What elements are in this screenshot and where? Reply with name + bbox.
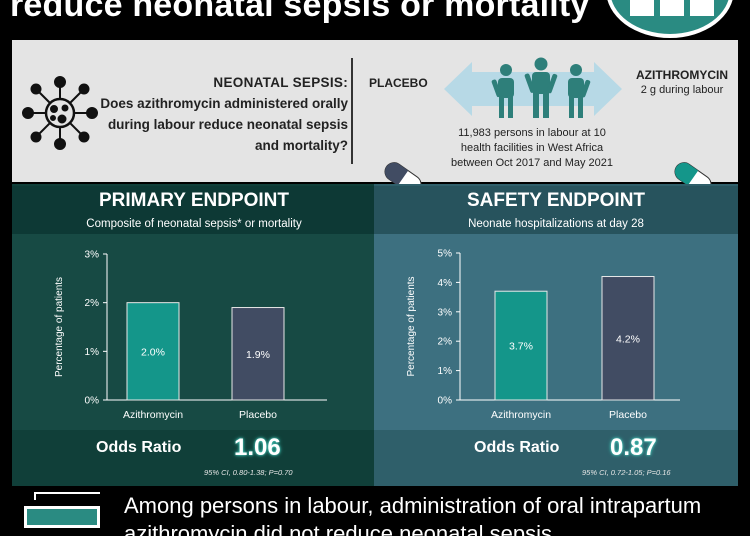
bar-placebo (231, 307, 285, 401)
safety-chart-area: 0% 1% 2% 3% 4% 5% Percentage of patients 3.7% Az… (374, 234, 738, 430)
y-tick-label: 5% (438, 249, 453, 260)
confidence-interval: 95% CI, 0.80-1.38; P=0.70 (204, 468, 293, 477)
header: reduce neonatal sepsis or mortality (0, 0, 750, 40)
question-text: Does azithromycin administered orally du… (100, 96, 348, 153)
y-tick-label: 2% (85, 298, 100, 309)
page-title: reduce neonatal sepsis or mortality (10, 0, 590, 24)
odds-ratio-label: Odds Ratio (474, 439, 560, 456)
azithromycin-label: AZITHROMYCIN (636, 68, 728, 82)
conclusion-band: Among persons in labour, administration … (12, 486, 738, 536)
bar-value-label: 2.0% (141, 346, 165, 358)
primary-endpoint-panel: PRIMARY ENDPOINT Composite of neonatal s… (12, 184, 376, 486)
bar-value-label: 4.2% (616, 333, 640, 345)
safety-endpoint-title: SAFETY ENDPOINT (374, 186, 738, 216)
primary-bar-chart: 0% 1% 2% 3% Percentage of patients 2.0% Azithr… (54, 250, 327, 421)
conclusion-bracket (34, 492, 100, 500)
bar-value-label: 3.7% (509, 341, 533, 353)
y-axis-label: Percentage of patients (54, 277, 65, 377)
bacteria-icon (22, 76, 98, 150)
y-tick-label: 1% (438, 366, 453, 377)
conclusion-bar-icon (24, 506, 100, 528)
question-heading: NEONATAL SEPSIS: (213, 75, 348, 90)
odds-ratio-value: 0.87 (610, 434, 657, 461)
placebo-label: PLACEBO (369, 76, 428, 90)
y-tick-label: 2% (438, 337, 453, 348)
y-tick-label: 3% (85, 250, 100, 261)
research-question: NEONATAL SEPSIS: Does azithromycin admin… (100, 72, 348, 156)
study-design-band: NEONATAL SEPSIS: Does azithromycin admin… (12, 40, 738, 194)
x-tick-label: Azithromycin (491, 409, 551, 421)
journal-logo-icon (606, 0, 734, 38)
confidence-interval: 95% CI, 0.72-1.05; P=0.16 (582, 468, 671, 477)
odds-ratio-label: Odds Ratio (96, 439, 182, 456)
primary-chart-area: 0% 1% 2% 3% Percentage of patients 2.0% Azithr… (12, 234, 376, 430)
people-icon (491, 57, 591, 118)
y-tick-label: 1% (85, 347, 100, 358)
y-tick-label: 0% (85, 396, 100, 407)
conclusion-text: Among persons in labour, administration … (124, 493, 702, 536)
bar-azithromycin (494, 290, 548, 401)
y-tick-label: 0% (438, 396, 453, 407)
study-population-text: 11,983 persons in labour at 10 health fa… (450, 127, 614, 169)
x-tick-label: Placebo (609, 409, 647, 421)
odds-ratio-value: 1.06 (234, 434, 281, 461)
bar-azithromycin (126, 302, 180, 401)
safety-endpoint-subtitle: Neonate hospitalizations at day 28 (374, 214, 738, 234)
primary-endpoint-subtitle: Composite of neonatal sepsis* or mortali… (12, 214, 376, 234)
bar-placebo (601, 276, 655, 401)
y-tick-label: 4% (438, 278, 453, 289)
bar-value-label: 1.9% (246, 349, 270, 361)
safety-bar-chart: 0% 1% 2% 3% 4% 5% Percentage of patients 3.7% Az… (406, 249, 680, 421)
primary-endpoint-title: PRIMARY ENDPOINT (12, 186, 376, 216)
azithromycin-dose: 2 g during labour (640, 84, 724, 96)
x-tick-label: Placebo (239, 409, 277, 421)
safety-endpoint-panel: SAFETY ENDPOINT Neonate hospitalizations… (374, 184, 738, 486)
x-tick-label: Azithromycin (123, 409, 183, 421)
y-tick-label: 3% (438, 307, 453, 318)
divider (351, 58, 353, 164)
y-axis-label: Percentage of patients (406, 276, 417, 376)
